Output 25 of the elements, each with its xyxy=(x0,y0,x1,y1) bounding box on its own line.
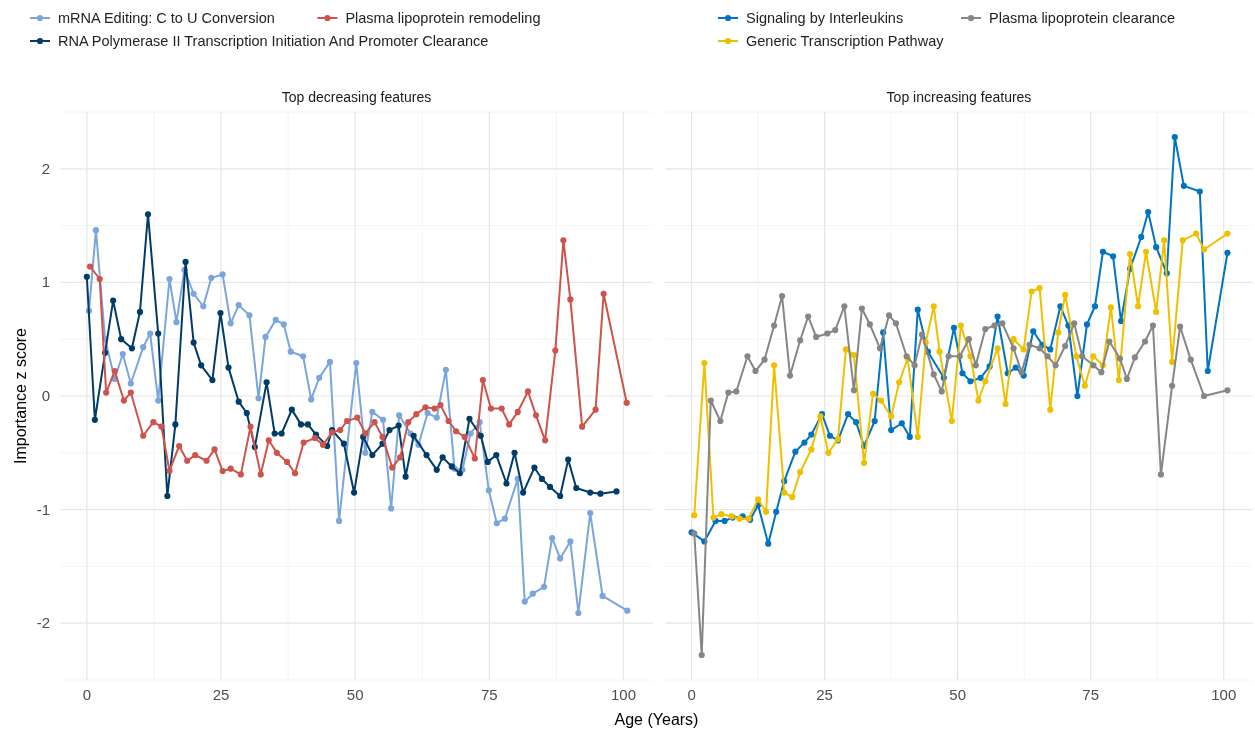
legend-label: Signaling by Interleukins xyxy=(746,10,904,26)
y-tick-label: -2 xyxy=(36,614,50,632)
x-tick-label: 25 xyxy=(212,686,230,703)
y-axis-title: Importance z score xyxy=(12,327,29,465)
x-tick-label: 0 xyxy=(82,686,91,703)
x-tick-label: 75 xyxy=(480,686,498,703)
legend-label: Plasma lipoprotein remodeling xyxy=(345,10,541,26)
x-tick-label: 25 xyxy=(816,686,833,703)
chart-title: Top increasing features xyxy=(886,89,1032,105)
legend-label: RNA Polymerase II Transcription Initiation And Promoter Clearance xyxy=(58,33,489,49)
y-tick-label: 1 xyxy=(41,273,50,291)
x-tick-label: 100 xyxy=(610,686,636,703)
chart-title: Top decreasing features xyxy=(281,89,432,105)
x-axis-title: Age (Years) xyxy=(614,711,699,728)
legend-label: Plasma lipoprotein clearance xyxy=(989,10,1176,26)
y-tick-label: 0 xyxy=(41,387,50,404)
legend-label: Generic Transcription Pathway xyxy=(746,33,945,49)
y-tick-label: 2 xyxy=(41,159,50,177)
x-tick-label: 75 xyxy=(1082,686,1100,703)
x-tick-label: 50 xyxy=(346,686,364,703)
y-tick-label: -1 xyxy=(36,500,50,518)
x-tick-label: 0 xyxy=(687,686,696,703)
x-tick-label: 100 xyxy=(1211,686,1237,703)
x-tick-label: 50 xyxy=(949,686,967,703)
legend-label: mRNA Editing: C to U Conversion xyxy=(58,10,275,26)
